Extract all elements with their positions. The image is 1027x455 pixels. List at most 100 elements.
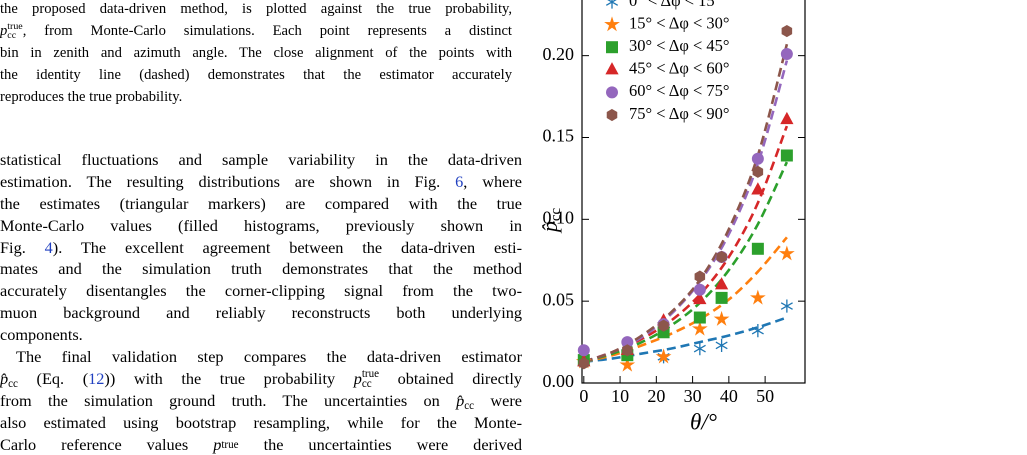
text: bin in zenith and azimuth angle. The clo… xyxy=(0,45,512,61)
marker xyxy=(605,62,619,75)
reference: 12 xyxy=(88,368,105,388)
scripts: cc xyxy=(464,392,474,412)
text: from the simulation ground truth. The un… xyxy=(0,390,457,410)
marker xyxy=(715,291,728,304)
subscript: cc xyxy=(464,400,475,413)
math-base: p xyxy=(353,368,362,388)
caption: the proposed data-driven method, is plot… xyxy=(0,0,512,108)
text: estimation. The resulting distributions … xyxy=(0,171,456,191)
fit-curve xyxy=(583,161,789,363)
text: the uncertainties were derived xyxy=(238,434,522,454)
text-line: p̂ cc (Eq. (12)) with the true probabili… xyxy=(0,368,522,390)
legend-label: 0° < Δφ < 15° xyxy=(629,0,721,10)
y-tick-label: 0.15 xyxy=(543,126,575,146)
text: )) with the true probability xyxy=(104,368,354,388)
text: muon background and reliably reconstruct… xyxy=(0,303,522,323)
plot-frame xyxy=(581,0,806,384)
fit-curve xyxy=(583,316,788,364)
math-base: p̂ xyxy=(456,390,465,410)
scripts: true cc xyxy=(7,20,23,41)
text: the estimates (triangular markers) are c… xyxy=(0,193,522,213)
marker xyxy=(750,289,766,305)
paragraph: statistical fluctuations and sample vari… xyxy=(0,149,522,346)
scripts: true xyxy=(221,438,239,451)
text-line: Monte-Carlo values (filled histograms, p… xyxy=(0,215,522,237)
math: p true cc xyxy=(353,368,380,390)
scripts: cc xyxy=(8,370,18,390)
text: ). The excellent agreement between the d… xyxy=(52,237,522,257)
text: the proposed data-driven method, is plot… xyxy=(0,1,512,17)
math-base: p̂ xyxy=(0,368,9,388)
x-tick-label: 50 xyxy=(756,386,774,406)
marker xyxy=(622,344,633,357)
superscript: true xyxy=(361,368,380,381)
marker xyxy=(694,270,706,283)
marker xyxy=(781,25,793,38)
marker xyxy=(658,319,669,332)
marker xyxy=(751,242,764,255)
marker xyxy=(655,348,672,364)
x-tick-label: 40 xyxy=(720,386,738,406)
text-line: Fig. 4). The excellent agreement between… xyxy=(0,237,522,259)
math: p true cc xyxy=(0,20,23,41)
math: p̂ cc xyxy=(0,368,18,390)
body-text: statistical fluctuations and sample vari… xyxy=(0,149,522,455)
chart: 0 10 20 30 40 50 0.00 0.05 0.10 0.15 0.20 θ/° p̂cc 0°… xyxy=(537,0,806,434)
text-line: accurately disentangles the corner-clipp… xyxy=(0,280,522,302)
marker xyxy=(715,338,728,352)
text: reproduces the true probability. xyxy=(0,89,183,105)
legend-label: 60° < Δφ < 75° xyxy=(629,81,730,100)
y-tick-label: 0.10 xyxy=(543,207,575,227)
text: the identity line (dashed) demonstrates … xyxy=(0,67,512,83)
marker xyxy=(751,152,764,165)
text: Fig. xyxy=(0,237,45,257)
marker xyxy=(780,111,794,125)
y-axis-label: p̂cc xyxy=(537,208,564,235)
marker xyxy=(619,356,636,372)
legend-entry: 15° < Δφ < 30° xyxy=(604,13,730,32)
x-tick-label: 0 xyxy=(579,386,588,406)
marker xyxy=(691,320,708,336)
marker xyxy=(604,16,620,32)
superscript: true xyxy=(221,438,239,451)
text: accurately disentangles the corner-clipp… xyxy=(0,281,522,301)
y-label-base: p̂ xyxy=(537,221,562,234)
text: The final validation step compares the d… xyxy=(16,347,522,367)
marker xyxy=(780,149,793,162)
text-line: also estimated using bootstrap resamplin… xyxy=(0,412,522,434)
legend-label: 15° < Δφ < 30° xyxy=(629,13,730,32)
text: Carlo reference values xyxy=(0,434,214,454)
text-line: Carlo reference values p true the uncerta… xyxy=(0,434,522,455)
marker xyxy=(578,357,590,370)
legend-entry: 0° < Δφ < 15° xyxy=(605,0,721,10)
marker xyxy=(577,344,590,357)
text: were xyxy=(474,390,522,410)
text-line: p true cc, from Monte-Carlo simulations. E… xyxy=(0,20,512,42)
y-tick-label: 0.05 xyxy=(543,289,575,309)
y-tick-label: 0.20 xyxy=(543,44,575,64)
x-tick-label: 30 xyxy=(684,386,702,406)
superscript: true xyxy=(7,20,23,32)
marker xyxy=(693,342,706,356)
text: obtained directly xyxy=(379,368,522,388)
math: p̂ cc xyxy=(456,390,474,412)
math-base: p xyxy=(0,23,8,39)
marker xyxy=(693,311,706,324)
x-axis-label: θ/° xyxy=(690,409,717,434)
scripts: true cc xyxy=(361,368,380,390)
subscript: cc xyxy=(8,378,18,391)
marker xyxy=(779,245,795,261)
fit-curve xyxy=(583,236,788,363)
text: components. xyxy=(0,325,83,345)
text: statistical fluctuations and sample vari… xyxy=(0,150,522,169)
marker xyxy=(751,324,764,338)
text: , where xyxy=(463,171,522,191)
text-line: bin in zenith and azimuth angle. The clo… xyxy=(0,42,512,64)
legend-label: 75° < Δφ < 90° xyxy=(629,104,730,123)
text: also estimated using bootstrap resamplin… xyxy=(0,412,522,432)
reference: 4 xyxy=(44,237,53,257)
text-line: mates and the simulation truth demonstra… xyxy=(0,258,522,280)
marker xyxy=(780,48,793,61)
text-line: statistical fluctuations and sample vari… xyxy=(0,149,522,171)
